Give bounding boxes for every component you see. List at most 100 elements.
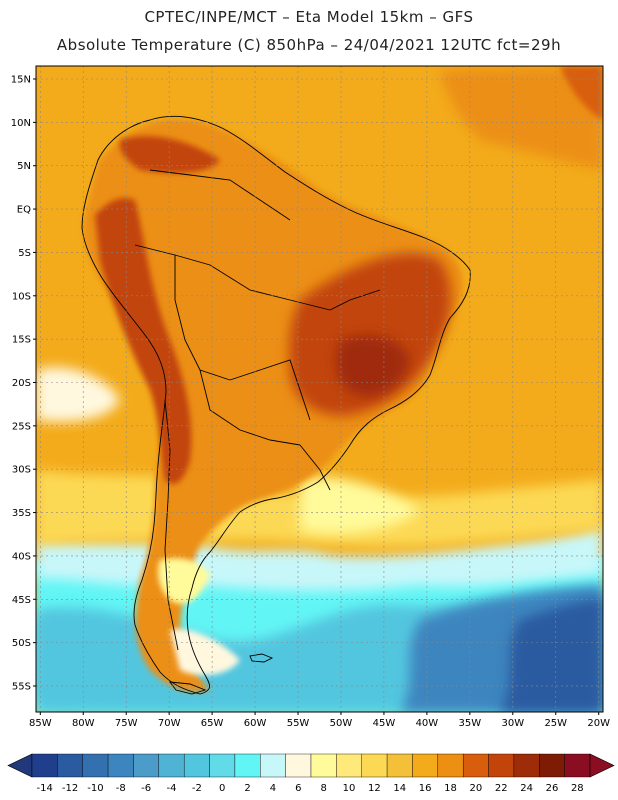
colorbar-label: -4: [167, 783, 177, 794]
lat-label: 15S: [12, 335, 31, 346]
lat-label: 5N: [17, 161, 31, 172]
colorbar-label: 26: [546, 783, 559, 794]
lon-label: 40W: [416, 718, 439, 729]
lat-label: 25S: [12, 421, 31, 432]
venezuela-hot: [119, 136, 220, 173]
colorbar-swatch: [564, 753, 591, 778]
lon-label: 70W: [158, 718, 181, 729]
lat-label: 5S: [18, 248, 31, 259]
colorbar-swatch: [488, 753, 515, 778]
colorbar-over-arrow: [589, 753, 615, 778]
lon-label: 55W: [287, 718, 310, 729]
colorbar-label: -14: [37, 783, 53, 794]
cold-band-deepest: [500, 598, 603, 712]
lon-label: 35W: [459, 718, 482, 729]
lat-label: 55S: [12, 681, 31, 692]
patagonia-pale: [170, 629, 240, 676]
colorbar-swatch: [386, 753, 413, 778]
map-title: CPTEC/INPE/MCT – Eta Model 15km – GFS: [144, 8, 474, 26]
colorbar-swatch: [361, 753, 388, 778]
colorbar-swatch: [462, 753, 489, 778]
colorbar-swatch: [285, 753, 312, 778]
plot-frame: [35, 65, 604, 713]
lon-label: 20W: [587, 718, 610, 729]
colorbar-swatch: [133, 753, 160, 778]
colorbar-label: 8: [320, 783, 326, 794]
colorbar-label: 22: [495, 783, 508, 794]
lat-label: 45S: [12, 595, 31, 606]
colorbar: -14 -12 -10 -8 -6 -4 -2 0 2 4 6 8 10 12 14 16 18 20 22 24 26…: [7, 753, 615, 794]
colorbar-label: -2: [192, 783, 202, 794]
latitude-labels: 15N 10N 5N EQ 5S 10S 15S 20S 25S 30S 35S 40S 45S 50S 5…: [11, 75, 36, 692]
border-6: [299, 444, 331, 491]
border-2: [134, 244, 331, 311]
colorbar-label: 0: [219, 783, 225, 794]
colorbar-swatch: [234, 753, 261, 778]
lon-label: 75W: [115, 718, 138, 729]
pale-blob-east: [300, 477, 420, 534]
andes-hot-zone: [95, 198, 192, 484]
temperature-field: [36, 66, 603, 712]
border-5: [229, 359, 311, 421]
colorbar-swatch: [209, 753, 236, 778]
colorbar-label: 12: [368, 783, 381, 794]
lat-label: 10S: [12, 291, 31, 302]
lat-label: 30S: [12, 465, 31, 476]
colorbar-label: 14: [393, 783, 406, 794]
tierra-del-fuego: [169, 681, 207, 695]
colorbar-swatch: [158, 753, 185, 778]
colorbar-label: -12: [62, 783, 78, 794]
colorbar-swatch: [260, 753, 286, 778]
interior-hot-zone: [289, 253, 451, 416]
interior-hottest: [336, 335, 410, 396]
colorbar-label: 20: [469, 783, 482, 794]
cold-spot-west: [36, 619, 112, 700]
warm-atlantic: [440, 66, 603, 170]
border-4: [199, 369, 301, 446]
lon-label: 30W: [501, 718, 524, 729]
lon-label: 65W: [201, 718, 224, 729]
lon-label: 80W: [72, 718, 95, 729]
lat-label: 35S: [12, 508, 31, 519]
coastlines: [81, 115, 471, 695]
colorbar-label: 2: [244, 783, 250, 794]
lat-label: 20S: [12, 378, 31, 389]
colorbar-label: 4: [270, 783, 276, 794]
warm-atlantic-core: [560, 66, 603, 120]
colorbar-swatch: [539, 753, 565, 778]
lon-label: 50W: [330, 718, 353, 729]
colorbar-label: 16: [419, 783, 432, 794]
colorbar-label: 18: [444, 783, 457, 794]
colorbar-swatch: [336, 753, 362, 778]
colorbar-label: 28: [571, 783, 584, 794]
lon-label: 85W: [29, 718, 52, 729]
south-pale-land: [158, 558, 210, 604]
colorbar-swatch: [513, 753, 540, 778]
border-3: [174, 255, 231, 381]
colorbar-swatch: [31, 753, 58, 778]
lat-label: 10N: [11, 118, 31, 129]
colorbar-label: 24: [520, 783, 533, 794]
falklands: [249, 653, 274, 663]
continent-outline: [81, 115, 471, 695]
lon-label: 45W: [373, 718, 396, 729]
colorbar-label: 6: [295, 783, 301, 794]
lat-label: 40S: [12, 551, 31, 562]
border-7: [329, 289, 381, 311]
lat-label: 50S: [12, 638, 31, 649]
border-1: [149, 169, 291, 221]
lon-label: 60W: [244, 718, 267, 729]
colorbar-swatch: [412, 753, 439, 778]
colorbar-swatch: [57, 753, 83, 778]
colorbar-label: -6: [141, 783, 151, 794]
colorbar-swatch: [107, 753, 134, 778]
lon-label: 25W: [544, 718, 567, 729]
colorbar-label: 10: [343, 783, 356, 794]
pale-blob-west: [36, 367, 120, 422]
lat-label: EQ: [17, 205, 31, 216]
lat-label: 15N: [11, 75, 31, 86]
colorbar-swatch: [437, 753, 464, 778]
colorbar-swatch: [310, 753, 337, 778]
colorbar-label: -10: [87, 783, 103, 794]
